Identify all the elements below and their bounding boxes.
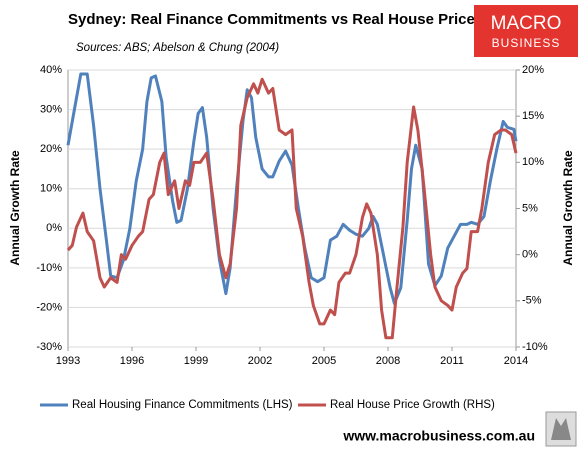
icon-shape (551, 418, 571, 440)
y-tick-label: -20% (36, 301, 62, 313)
y2-tick-label: 20% (522, 64, 544, 76)
x-tick-label: 2011 (440, 355, 464, 367)
y2-tick-label: 0% (522, 249, 538, 261)
y-tick-label: -30% (36, 341, 62, 353)
x-tick-label: 2008 (376, 355, 400, 367)
x-tick-label: 1993 (56, 355, 80, 367)
x-tick-label: 2005 (312, 355, 336, 367)
y-axis-label: Annual Growth Rate (8, 150, 22, 266)
logo-text: BUSINESS (492, 36, 561, 50)
legend-label: Real House Price Growth (RHS) (330, 399, 495, 411)
x-tick-label: 1996 (120, 355, 144, 367)
y2-tick-label: 10% (522, 156, 544, 168)
x-tick-label: 1999 (184, 355, 208, 367)
logo: MACRO BUSINESS (474, 5, 578, 57)
x-tick-label: 2002 (248, 355, 272, 367)
y2-tick-label: -5% (522, 295, 542, 307)
icon-frame (545, 411, 577, 447)
y-tick-label: -10% (36, 262, 62, 274)
wolf-icon (545, 411, 577, 447)
logo-box (474, 5, 578, 57)
logo-text: MACRO (491, 13, 562, 34)
footer: www.macrobusiness.com.au (342, 428, 535, 444)
y-tick-label: 20% (40, 143, 62, 155)
chart-subtitle: Sources: ABS; Abelson & Chung (2004) (76, 42, 279, 54)
chart-title: Sydney: Real Finance Commitments vs Real… (68, 11, 483, 28)
data-line (66, 77, 518, 340)
y2-axis-label: Annual Growth Rate (561, 150, 575, 266)
legend-label: Real Housing Finance Commitments (LHS) (72, 399, 293, 411)
x-tick-label: 2014 (504, 355, 528, 367)
y-tick-label: 40% (40, 64, 62, 76)
y-tick-label: 0% (46, 222, 62, 234)
y2-tick-label: 5% (522, 202, 538, 214)
data-line (66, 72, 518, 305)
y-tick-label: 10% (40, 183, 62, 195)
y-tick-label: 30% (40, 103, 62, 115)
y2-tick-label: 15% (522, 110, 544, 122)
y2-tick-label: -10% (522, 341, 548, 353)
